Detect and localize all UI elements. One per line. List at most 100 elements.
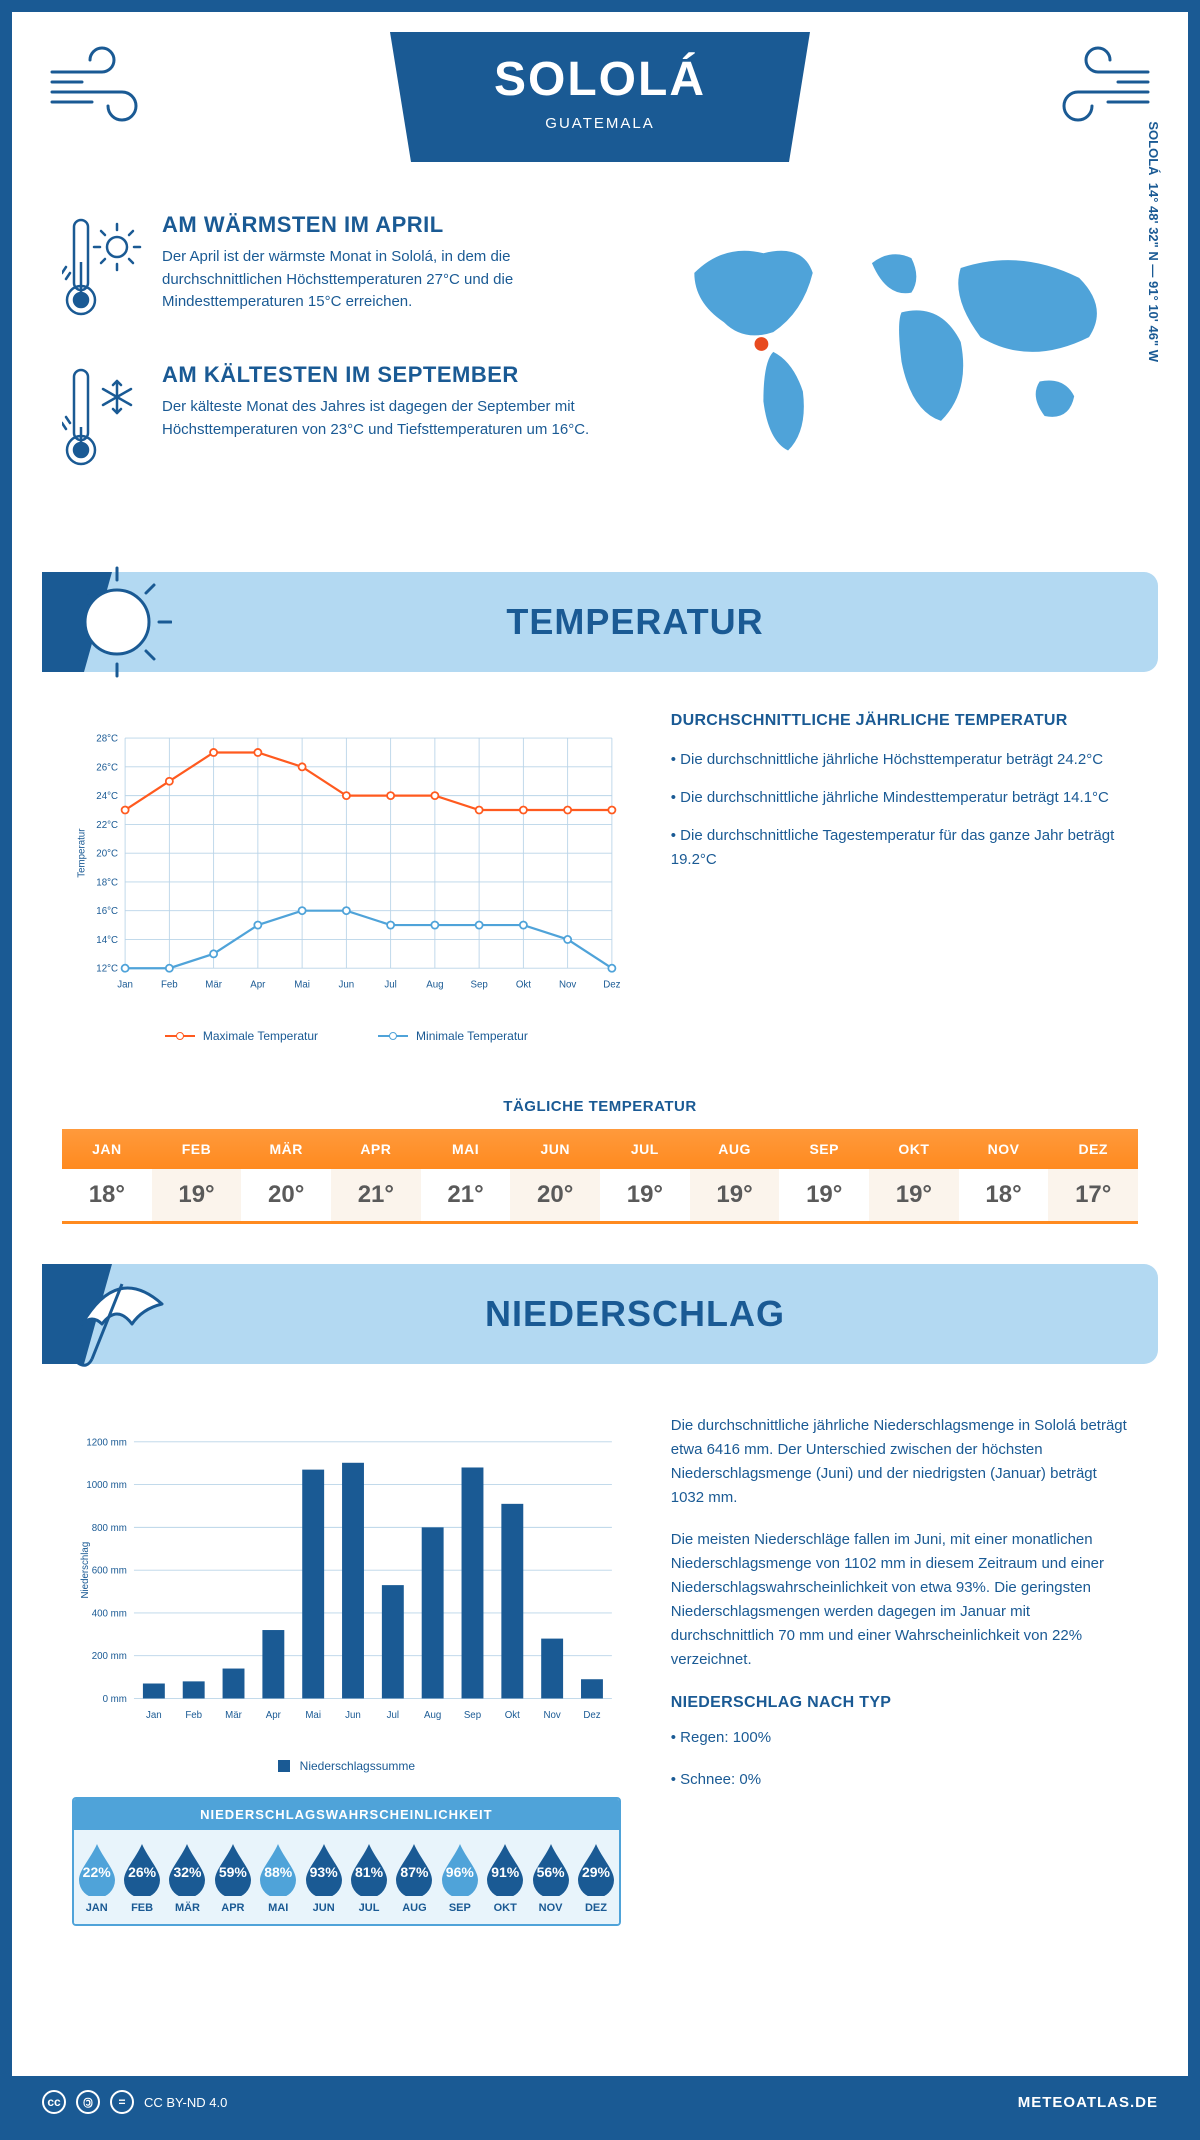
temp-stat-3: • Die durchschnittliche Tagestemperatur … xyxy=(671,824,1128,872)
temp-legend: Maximale Temperatur Minimale Temperatur xyxy=(72,1029,621,1043)
svg-text:400 mm: 400 mm xyxy=(92,1608,127,1619)
temp-text-heading: DURCHSCHNITTLICHE JÄHRLICHE TEMPERATUR xyxy=(671,712,1128,730)
daily-value-cell: 19° xyxy=(600,1169,690,1224)
daily-value-cell: 19° xyxy=(869,1169,959,1224)
prob-cell: 22% JAN xyxy=(74,1830,119,1924)
svg-text:24°C: 24°C xyxy=(96,791,118,802)
svg-text:200 mm: 200 mm xyxy=(92,1651,127,1662)
prob-cell: 26% FEB xyxy=(119,1830,164,1924)
svg-text:Niederschlag: Niederschlag xyxy=(80,1542,91,1599)
daily-head-cell: AUG xyxy=(690,1129,780,1169)
svg-text:Apr: Apr xyxy=(250,980,266,991)
raindrop-icon: 56% xyxy=(529,1842,573,1896)
nd-icon: = xyxy=(110,2090,134,2114)
warmest-fact: AM WÄRMSTEN IM APRIL Der April ist der w… xyxy=(62,212,605,327)
raindrop-icon: 91% xyxy=(483,1842,527,1896)
svg-text:Temperatur: Temperatur xyxy=(76,828,87,878)
header: SOLOLÁ GUATEMALA xyxy=(12,12,1188,192)
warmest-title: AM WÄRMSTEN IM APRIL xyxy=(162,212,605,238)
country-subtitle: GUATEMALA xyxy=(470,115,730,132)
precip-text: Die durchschnittliche jährliche Niedersc… xyxy=(671,1414,1128,1926)
umbrella-icon xyxy=(62,1254,172,1374)
svg-text:20°C: 20°C xyxy=(96,849,118,860)
daily-value-cell: 18° xyxy=(959,1169,1049,1224)
svg-text:22°C: 22°C xyxy=(96,820,118,831)
raindrop-icon: 88% xyxy=(256,1842,300,1896)
daily-value-cell: 19° xyxy=(779,1169,869,1224)
daily-head-cell: MAI xyxy=(421,1129,511,1169)
svg-text:16°C: 16°C xyxy=(96,906,118,917)
precip-para-2: Die meisten Niederschläge fallen im Juni… xyxy=(671,1528,1128,1672)
svg-text:Mär: Mär xyxy=(225,1710,243,1721)
daily-value-cell: 20° xyxy=(510,1169,600,1224)
daily-head-cell: SEP xyxy=(779,1129,869,1169)
prob-cell: 91% OKT xyxy=(483,1830,528,1924)
svg-text:28°C: 28°C xyxy=(96,734,118,745)
daily-value-cell: 21° xyxy=(331,1169,421,1224)
svg-text:Jan: Jan xyxy=(117,980,133,991)
thermometer-snow-icon xyxy=(62,362,142,477)
map-column: SOLOLÁ 14° 48' 32" N — 91° 10' 46" W xyxy=(645,212,1138,512)
svg-text:12°C: 12°C xyxy=(96,964,118,975)
coldest-body: Der kälteste Monat des Jahres ist dagege… xyxy=(162,396,605,441)
daily-value-cell: 20° xyxy=(241,1169,331,1224)
svg-text:Okt: Okt xyxy=(516,980,531,991)
svg-text:Nov: Nov xyxy=(543,1710,560,1721)
precip-snow: • Schnee: 0% xyxy=(671,1768,1128,1792)
prob-cell: 88% MAI xyxy=(256,1830,301,1924)
prob-cell: 96% SEP xyxy=(437,1830,482,1924)
daily-head-cell: JUN xyxy=(510,1129,600,1169)
prob-cell: 56% NOV xyxy=(528,1830,573,1924)
svg-text:Apr: Apr xyxy=(266,1710,282,1721)
precip-bar-chart: 0 mm200 mm400 mm600 mm800 mm1000 mm1200 … xyxy=(72,1414,621,1744)
svg-text:Mär: Mär xyxy=(205,980,223,991)
raindrop-icon: 29% xyxy=(574,1842,618,1896)
warmest-body: Der April ist der wärmste Monat in Solol… xyxy=(162,246,605,314)
cc-icon: cc xyxy=(42,2090,66,2114)
temperature-banner: TEMPERATUR xyxy=(42,572,1158,672)
precip-para-1: Die durchschnittliche jährliche Niedersc… xyxy=(671,1414,1128,1510)
precip-body: 0 mm200 mm400 mm600 mm800 mm1000 mm1200 … xyxy=(12,1384,1188,1946)
svg-text:600 mm: 600 mm xyxy=(92,1566,127,1577)
daily-value-cell: 17° xyxy=(1048,1169,1138,1224)
raindrop-icon: 59% xyxy=(211,1842,255,1896)
daily-value-cell: 21° xyxy=(421,1169,511,1224)
svg-text:1200 mm: 1200 mm xyxy=(86,1437,127,1448)
svg-text:Dez: Dez xyxy=(583,1710,600,1721)
raindrop-icon: 81% xyxy=(347,1842,391,1896)
prob-cell: 87% AUG xyxy=(392,1830,437,1924)
temperature-body: 12°C 14°C 16°C 18°C 20°C 22°C 24°C 26°C 28°C Jan F… xyxy=(12,692,1188,1073)
wind-icon-left xyxy=(42,42,172,132)
prob-cell: 93% JUN xyxy=(301,1830,346,1924)
precip-rain: • Regen: 100% xyxy=(671,1726,1128,1750)
daily-head-cell: NOV xyxy=(959,1129,1049,1169)
svg-text:800 mm: 800 mm xyxy=(92,1523,127,1534)
svg-text:Okt: Okt xyxy=(505,1710,520,1721)
summary-row: AM WÄRMSTEN IM APRIL Der April ist der w… xyxy=(12,192,1188,552)
svg-text:26°C: 26°C xyxy=(96,762,118,773)
svg-text:18°C: 18°C xyxy=(96,877,118,888)
svg-text:Jun: Jun xyxy=(339,980,355,991)
svg-text:Mai: Mai xyxy=(305,1710,321,1721)
svg-text:Jul: Jul xyxy=(384,980,396,991)
svg-text:Aug: Aug xyxy=(424,1710,441,1721)
precip-chart-column: 0 mm200 mm400 mm600 mm800 mm1000 mm1200 … xyxy=(72,1414,621,1926)
svg-text:14°C: 14°C xyxy=(96,935,118,946)
daily-head-cell: OKT xyxy=(869,1129,959,1169)
svg-text:0 mm: 0 mm xyxy=(103,1694,127,1705)
title-banner: SOLOLÁ GUATEMALA xyxy=(390,32,810,162)
temperature-heading: TEMPERATUR xyxy=(112,601,1158,643)
svg-text:Feb: Feb xyxy=(161,980,178,991)
temp-stat-1: • Die durchschnittliche jährliche Höchst… xyxy=(671,748,1128,772)
svg-text:Jun: Jun xyxy=(345,1710,361,1721)
daily-temp-table: JANFEBMÄRAPRMAIJUNJULAUGSEPOKTNOVDEZ 18°… xyxy=(62,1129,1138,1224)
page-container: SOLOLÁ GUATEMALA xyxy=(0,0,1200,2140)
daily-head-cell: DEZ xyxy=(1048,1129,1138,1169)
svg-text:Sep: Sep xyxy=(470,980,487,991)
svg-text:Jul: Jul xyxy=(387,1710,399,1721)
svg-text:Mai: Mai xyxy=(294,980,310,991)
thermometer-sun-icon xyxy=(62,212,142,327)
wind-icon-right xyxy=(1028,42,1158,132)
daily-head-cell: JUL xyxy=(600,1129,690,1169)
world-map xyxy=(645,212,1138,472)
